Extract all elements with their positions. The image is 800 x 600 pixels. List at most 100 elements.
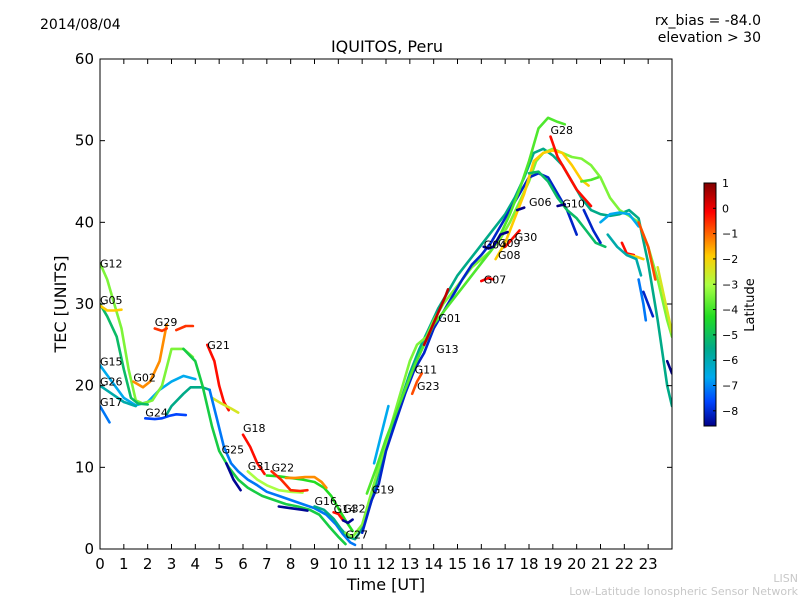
- satellite-label-g16: G16: [315, 495, 338, 508]
- satellite-label-g31: G31: [248, 460, 271, 473]
- tec-series-30: [422, 287, 450, 347]
- colorbar-tick-label: −3: [722, 278, 738, 291]
- y-tick-label: 50: [75, 132, 94, 150]
- colorbar-ticks: 1 0 −1 −2 −3 −4 −5 −6 −7 −8: [713, 177, 738, 418]
- tec-series-13: [210, 396, 240, 414]
- tec-series-19: [270, 470, 309, 493]
- tec-series-15: [225, 461, 242, 492]
- x-tick-label: 12: [376, 555, 395, 573]
- tec-series-4: [100, 384, 138, 408]
- tec-series-28: [365, 116, 567, 495]
- tec-series-37: [549, 135, 593, 208]
- x-tick-label: 6: [238, 555, 248, 573]
- tec-series-38: [556, 203, 567, 208]
- tec-series-21: [277, 505, 309, 512]
- x-tick-label: 20: [567, 555, 586, 573]
- colorbar-tick-label: −5: [722, 329, 738, 342]
- colorbar: 1 0 −1 −2 −3 −4 −5 −6 −7 −8 Latitude: [703, 177, 758, 427]
- x-tick-label: 21: [591, 555, 610, 573]
- plot-frame: [99, 58, 673, 550]
- satellite-label-g04: G04: [484, 239, 507, 252]
- tec-series-33: [482, 230, 509, 250]
- x-tick-label: 7: [262, 555, 272, 573]
- x-tick-label: 15: [448, 555, 467, 573]
- tec-series-45: [637, 278, 648, 322]
- satellite-label-g02: G02: [133, 372, 156, 385]
- tec-series-2: [100, 302, 149, 406]
- satellite-label-g32: G32: [343, 502, 366, 515]
- y-tick-label: 20: [75, 377, 94, 395]
- chart-title: IQUITOS, Peru: [330, 37, 444, 56]
- satellite-label-g29: G29: [155, 316, 178, 329]
- tec-series-20: [284, 475, 328, 490]
- y-tick-label: 40: [75, 213, 94, 231]
- tec-series-41: [599, 211, 640, 228]
- satellite-label-g25: G25: [222, 444, 245, 457]
- x-tick-label: 2: [143, 555, 153, 573]
- satellite-label-g24: G24: [145, 407, 168, 420]
- tec-series-35: [515, 206, 526, 212]
- y-tick-label: 30: [75, 295, 94, 313]
- series-layer: [100, 116, 672, 547]
- tec-series-39: [582, 208, 602, 245]
- colorbar-tick-label: 0: [722, 202, 729, 215]
- y-tick-label: 0: [84, 540, 94, 558]
- tec-series-16: [241, 433, 266, 476]
- x-tick-label: 3: [167, 555, 177, 573]
- satellite-label-g28: G28: [551, 124, 574, 137]
- satellite-label-g14: G14: [334, 503, 357, 516]
- satellite-label-g21: G21: [207, 339, 230, 352]
- tec-series-8: [175, 324, 195, 332]
- satellite-labels: G12 G05 G15 G26 G17 G02 G24 G29 G21 G25 G18 G31 G22 G…: [100, 124, 585, 541]
- satellite-label-g27: G27: [346, 528, 369, 541]
- x-tick-label: 23: [639, 555, 658, 573]
- satellite-label-g01: G01: [438, 312, 461, 325]
- satellite-label-g09: G09: [498, 237, 521, 250]
- credit-line-2: Low-Latitude Ionospheric Sensor Network: [569, 585, 798, 598]
- colorbar-tick-label: 1: [722, 177, 729, 190]
- tec-series-17: [246, 470, 304, 494]
- x-tick-label: 0: [95, 555, 105, 573]
- x-tick-label: 1: [119, 555, 129, 573]
- tec-series-32: [494, 149, 590, 261]
- satellite-label-g07: G07: [484, 274, 507, 287]
- satellite-label-g19: G19: [372, 484, 395, 497]
- tec-series-25: [344, 147, 672, 539]
- colorbar-tick-label: −4: [722, 304, 738, 317]
- tec-series-34: [503, 229, 521, 249]
- x-tick-label: 14: [424, 555, 443, 573]
- x-tick-label: 10: [329, 555, 348, 573]
- tec-series-3: [100, 404, 111, 424]
- satellite-label-g18: G18: [243, 422, 266, 435]
- tec-series-24: [341, 518, 354, 525]
- colorbar-tick-label: −6: [722, 354, 738, 367]
- tec-series-31: [479, 276, 495, 283]
- tec-series-26: [360, 172, 579, 535]
- x-axis-label: Time [UT]: [346, 575, 425, 594]
- credit-line-1: LISN: [773, 572, 798, 585]
- x-tick-label: 4: [191, 555, 201, 573]
- x-tick-label: 18: [519, 555, 538, 573]
- x-tick-label: 9: [310, 555, 320, 573]
- rx-bias-text: rx_bias = -84.0: [654, 13, 761, 29]
- tec-series-46: [637, 221, 657, 281]
- tec-series-48: [656, 265, 672, 334]
- x-tick-label: 17: [496, 555, 515, 573]
- satellite-label-g08: G08: [498, 249, 521, 262]
- x-tick-label: 16: [472, 555, 491, 573]
- x-tick-label: 11: [353, 555, 372, 573]
- tec-series-10: [144, 412, 188, 421]
- bias-info: rx_bias = -84.0 elevation > 30: [655, 13, 761, 47]
- colorbar-tick-label: −2: [722, 253, 738, 266]
- satellite-label-g06: G06: [529, 196, 552, 209]
- tec-series-49: [665, 359, 672, 375]
- colorbar-gradient: [703, 182, 717, 427]
- colorbar-tick-label: −7: [722, 380, 738, 393]
- tec-series-36: [527, 170, 607, 249]
- tec-series-18: [265, 474, 354, 533]
- tec-series-6: [132, 323, 168, 389]
- satellite-label-g23: G23: [417, 380, 440, 393]
- colorbar-tick-label: −8: [722, 405, 738, 418]
- x-tick-label: 5: [214, 555, 224, 573]
- satellite-label-g05: G05: [100, 294, 123, 307]
